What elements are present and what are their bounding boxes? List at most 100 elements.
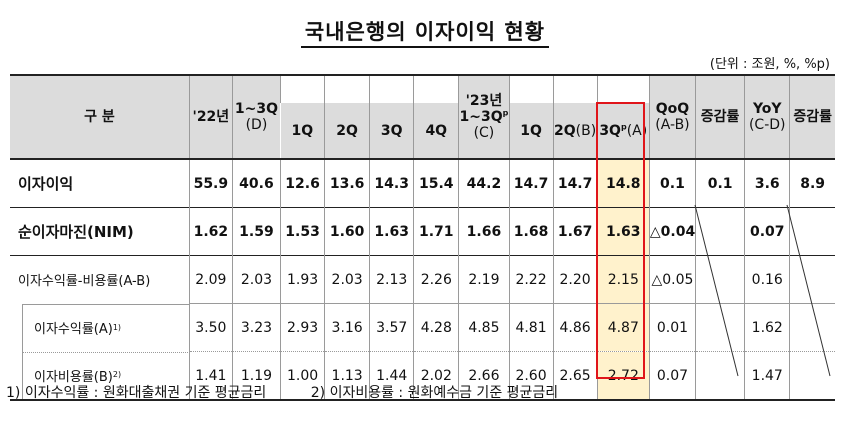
table-cell: 1.62 <box>188 207 233 256</box>
header-2023-q1: 1Q <box>508 103 554 159</box>
table-cell: 15.4 <box>413 158 459 208</box>
table-cell: 14.3 <box>369 158 414 208</box>
footnote-1: 1) 이자수익률 : 원화대출채권 기준 평균금리 <box>6 385 267 401</box>
table-cell: 3.23 <box>231 303 281 352</box>
footnotes: 1) 이자수익률 : 원화대출채권 기준 평균금리 2) 이자비용률 : 원화예… <box>6 382 598 402</box>
table-cell: 3.6 <box>744 158 790 208</box>
table-cell: 1.53 <box>280 207 325 256</box>
table-cell: 2.03 <box>324 255 370 304</box>
header-2022-q3: 3Q <box>369 103 414 159</box>
table-cell <box>789 255 835 304</box>
table-cell: 40.6 <box>231 158 281 208</box>
table-cell: 1.59 <box>231 207 281 256</box>
table-cell: △0.04 <box>648 207 696 256</box>
header-gubun: 구 분 <box>10 74 190 159</box>
table-cell: 0.1 <box>695 158 745 208</box>
table-cell <box>789 303 835 352</box>
table-cell: 1.67 <box>552 207 598 256</box>
table-cell: 4.86 <box>552 303 598 352</box>
table-cell: 1.71 <box>413 207 459 256</box>
header-2023-q3: 3Qp(A) <box>596 103 650 159</box>
table-cell-highlight: 14.8 <box>596 158 650 208</box>
table-cell: 1.00 <box>280 351 325 401</box>
header-2022-1-3q-code: (D) <box>245 117 268 133</box>
table-cell <box>789 207 835 256</box>
table-cell: 2.26 <box>413 255 459 304</box>
table-cell: 55.9 <box>188 158 233 208</box>
table-cell: 3.50 <box>188 303 233 352</box>
table-cell: 1.93 <box>280 255 325 304</box>
row-label: 이자비용률(B) 2) <box>34 369 122 385</box>
table-cell-highlight: 1.63 <box>596 207 650 256</box>
table-cell: 4.81 <box>508 303 554 352</box>
table-cell: 12.6 <box>280 158 325 208</box>
table-cell: 4.85 <box>458 303 510 352</box>
table-cell: 1.44 <box>369 351 414 401</box>
header-2022-1-3q-label: 1~3Q <box>234 101 279 117</box>
table-cell: 2.20 <box>552 255 598 304</box>
table-cell: 1.47 <box>744 351 790 401</box>
table-cell: 4.28 <box>413 303 459 352</box>
table-cell <box>789 351 835 401</box>
table-cell: 1.63 <box>369 207 414 256</box>
table-cell: 1.66 <box>458 207 510 256</box>
table-row: 순이자마진(NIM) 1.62 1.59 1.53 1.60 1.63 1.71… <box>10 207 835 256</box>
table-cell: 14.7 <box>508 158 554 208</box>
table-cell: 0.07 <box>648 351 696 401</box>
table-cell: 2.66 <box>458 351 510 401</box>
table-cell: 1.19 <box>231 351 281 401</box>
table-cell: 13.6 <box>324 158 370 208</box>
table-cell <box>695 207 745 256</box>
header-qoq-label: QoQ <box>655 101 690 117</box>
row-label-cell: 이자수익률(A) 1) <box>10 303 190 352</box>
table-cell-highlight: 2.72 <box>596 351 650 401</box>
header-yoy-rate: 증감률 <box>789 74 835 159</box>
header-2023-label: '23년 <box>465 93 503 109</box>
table-cell: 2.93 <box>280 303 325 352</box>
row-label-cell: 이자비용률(B) 2) <box>10 351 190 401</box>
table-cell: 3.57 <box>369 303 414 352</box>
table-cell: 1.13 <box>324 351 370 401</box>
table-cell: 2.02 <box>413 351 459 401</box>
header-qoq-code: (A-B) <box>655 117 690 133</box>
header-2023-q2: 2Q(B) <box>552 103 598 159</box>
header-2022-q1: 1Q <box>280 103 325 159</box>
table-cell <box>695 255 745 304</box>
table-cell: 8.9 <box>789 158 835 208</box>
table-row: 이자이익 55.9 40.6 12.6 13.6 14.3 15.4 44.2 … <box>10 158 835 208</box>
header-yoy-label: YoY <box>752 101 782 117</box>
header-yoy: YoY (C-D) <box>744 74 790 159</box>
table-cell: △0.05 <box>648 255 696 304</box>
header-2022: '22년 <box>188 74 233 159</box>
table-cell: 0.1 <box>648 158 696 208</box>
row-label: 이자이익 <box>10 158 190 208</box>
row-label: 이자수익률-비용률(A-B) <box>10 255 190 304</box>
header-2023-1-3q: '23년 1~3Qp (C) <box>458 74 510 159</box>
table-cell: 44.2 <box>458 158 510 208</box>
table-cell: 1.62 <box>744 303 790 352</box>
footnote-2: 2) 이자비용률 : 원화예수금 기준 평균금리 <box>310 385 559 401</box>
table-cell: 3.16 <box>324 303 370 352</box>
table-cell: 1.60 <box>324 207 370 256</box>
table-cell: 2.22 <box>508 255 554 304</box>
unit-note: (단위 : 조원, %, %p) <box>709 57 830 72</box>
table-cell: 2.09 <box>188 255 233 304</box>
table-cell: 2.60 <box>508 351 554 401</box>
table-row: 이자수익률(A) 1) 3.50 3.23 2.93 3.16 3.57 4.28… <box>10 303 835 352</box>
table-cell: 1.68 <box>508 207 554 256</box>
table-cell: 0.16 <box>744 255 790 304</box>
table-cell-highlight: 2.15 <box>596 255 650 304</box>
header-qoq-rate: 증감률 <box>695 74 745 159</box>
table-cell: 2.13 <box>369 255 414 304</box>
table-cell: 0.07 <box>744 207 790 256</box>
row-label: 이자수익률(A) 1) <box>34 322 122 337</box>
table-cell: 2.19 <box>458 255 510 304</box>
table-cell: 0.01 <box>648 303 696 352</box>
row-label: 순이자마진(NIM) <box>10 207 190 256</box>
table-cell <box>695 351 745 401</box>
table-cell: 2.03 <box>231 255 281 304</box>
header-qoq: QoQ (A-B) <box>648 74 696 159</box>
table-cell: 14.7 <box>552 158 598 208</box>
table-cell <box>695 303 745 352</box>
header-yoy-code: (C-D) <box>748 117 786 133</box>
